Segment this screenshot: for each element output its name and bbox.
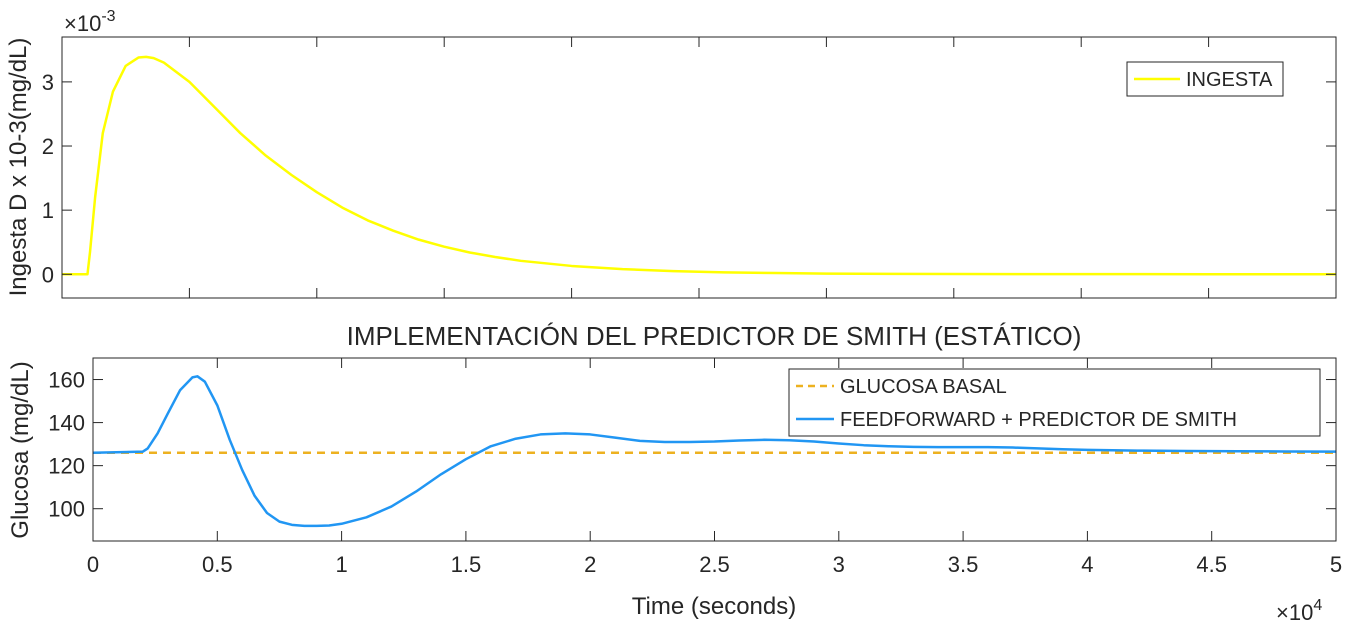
ingesta-ytick-label: 0 bbox=[42, 262, 54, 287]
glucosa-ytick-label: 160 bbox=[48, 368, 85, 393]
ingesta-plot-area bbox=[62, 37, 1336, 298]
glucosa-xtick-label: 3.5 bbox=[948, 552, 979, 577]
glucosa-legend: GLUCOSA BASAL FEEDFORWARD + PREDICTOR DE… bbox=[788, 368, 1321, 437]
ingesta-y-exponent: ×10-3 bbox=[64, 8, 116, 36]
ingesta-ytick-label: 3 bbox=[42, 70, 54, 95]
ingesta-legend-label: INGESTA bbox=[1186, 69, 1273, 91]
ingesta-legend-box bbox=[1126, 61, 1284, 97]
series-line-feedforward-predictor-de-smith bbox=[92, 375, 1337, 528]
glucosa-xtick-label: 4.5 bbox=[1196, 552, 1227, 577]
glucosa-x-exponent: ×104 bbox=[1276, 597, 1322, 625]
glucosa-title: IMPLEMENTACIÓN DEL PREDICTOR DE SMITH (E… bbox=[347, 321, 1082, 351]
ingesta-ytick-label: 1 bbox=[42, 198, 54, 223]
legend-label-feedforward: FEEDFORWARD + PREDICTOR DE SMITH bbox=[840, 409, 1237, 431]
ingesta-series-group bbox=[62, 55, 1337, 276]
glucosa-xtick-label: 1.5 bbox=[451, 552, 482, 577]
glucosa-x-label: Time (seconds) bbox=[632, 593, 796, 620]
glucosa-xtick-label: 5 bbox=[1330, 552, 1342, 577]
ingesta-ytick-label: 2 bbox=[42, 134, 54, 159]
glucosa-xtick-label: 2 bbox=[584, 552, 596, 577]
glucosa-legend-box bbox=[788, 368, 1321, 437]
glucosa-xtick-label: 2.5 bbox=[699, 552, 730, 577]
ingesta-ticks bbox=[61, 37, 1337, 298]
glucosa-xtick-label: 3 bbox=[833, 552, 845, 577]
ingesta-y-label: Ingesta D x 10-3(mg/dL) bbox=[5, 38, 32, 297]
glucosa-xtick-label: 4 bbox=[1081, 552, 1093, 577]
ingesta-ytick-labels: 0 1 2 3 bbox=[42, 70, 54, 287]
glucosa-axes: IMPLEMENTACIÓN DEL PREDICTOR DE SMITH (E… bbox=[7, 321, 1342, 625]
glucosa-xtick-label: 1 bbox=[335, 552, 347, 577]
glucosa-ytick-label: 100 bbox=[48, 497, 85, 522]
ingesta-legend: INGESTA bbox=[1126, 61, 1284, 97]
glucosa-xtick-label: 0 bbox=[87, 552, 99, 577]
legend-label-glucosa-basal: GLUCOSA BASAL bbox=[840, 376, 1007, 398]
glucosa-ytick-labels: 100 120 140 160 bbox=[48, 368, 85, 522]
glucosa-xtick-labels: 0 0.5 1 1.5 2 2.5 3 3.5 4 4.5 5 bbox=[87, 552, 1342, 577]
ingesta-axes: 0 1 2 3 ×10-3 Ingesta D x 10-3(mg/dL) INGES… bbox=[5, 8, 1337, 299]
glucosa-ticks bbox=[92, 358, 1337, 541]
glucosa-ytick-label: 140 bbox=[48, 411, 85, 436]
glucosa-y-label: Glucosa (mg/dL) bbox=[7, 361, 34, 538]
glucosa-xtick-label: 0.5 bbox=[202, 552, 233, 577]
glucosa-ytick-label: 120 bbox=[48, 454, 85, 479]
glucosa-series-group bbox=[92, 375, 1337, 528]
series-line-ingesta bbox=[62, 55, 1337, 276]
